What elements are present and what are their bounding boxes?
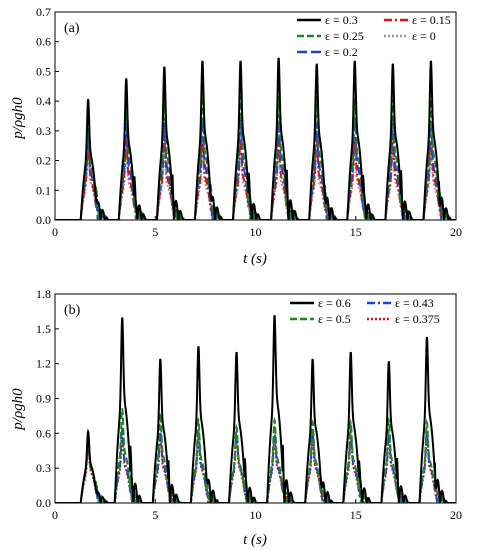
y-tick-label: 0.3 — [36, 461, 51, 475]
series-line — [55, 95, 456, 220]
y-tick-label: 0.3 — [36, 124, 51, 138]
legend-label: ε = 0.43 — [395, 296, 434, 310]
y-tick-label: 0.0 — [36, 213, 51, 227]
y-axis-label-b: p/ρgh0 — [10, 388, 26, 431]
x-tick-label: 10 — [250, 225, 262, 239]
series-line — [55, 315, 456, 503]
x-tick-label: 20 — [450, 225, 462, 239]
y-tick-label: 1.2 — [36, 357, 51, 371]
legend-label: ε = 0.6 — [318, 296, 351, 310]
y-tick-label: 1.5 — [36, 322, 51, 336]
legend-label: ε = 0.3 — [325, 13, 358, 27]
y-tick-label: 0.7 — [36, 5, 51, 19]
chart-panel-a: (a) t (s) p/ρgh0 0 5 10 15 20 0.0 0.1 0.2 0.3 0.4… — [10, 5, 462, 267]
chart-panel-b: (b) t (s) p/ρgh0 0 5 10 15 20 0.0 0.3 0.6 0.9 1.2… — [10, 287, 462, 548]
x-tick-label: 0 — [52, 225, 58, 239]
x-tick-label: 15 — [350, 508, 362, 522]
legend-label: ε = 0.15 — [412, 13, 451, 27]
series-line — [55, 426, 456, 503]
x-tick-label: 0 — [52, 508, 58, 522]
y-tick-label: 1.8 — [36, 287, 51, 301]
series-line — [55, 57, 456, 220]
legend-label: ε = 0.25 — [325, 29, 364, 43]
x-tick-label: 5 — [152, 508, 158, 522]
y-axis-label-a: p/ρgh0 — [10, 97, 26, 140]
y-tick-label: 0.1 — [36, 183, 51, 197]
x-axis-label-a: t (s) — [243, 251, 267, 267]
x-tick-label: 10 — [250, 508, 262, 522]
plot-frame — [54, 11, 457, 221]
y-tick-label: 0.0 — [36, 496, 51, 510]
x-tick-label: 15 — [350, 225, 362, 239]
legend-label: ε = 0.5 — [318, 312, 351, 326]
series-line — [55, 408, 456, 503]
y-tick-label: 0.6 — [36, 35, 51, 49]
y-tick-label: 0.6 — [36, 426, 51, 440]
x-axis-label-b: t (s) — [243, 532, 267, 548]
y-tick-label: 0.9 — [36, 392, 51, 406]
y-tick-label: 0.2 — [36, 154, 51, 168]
legend-label: ε = 0 — [412, 29, 436, 43]
legend-label: ε = 0.2 — [325, 45, 358, 59]
y-tick-label: 0.5 — [36, 64, 51, 78]
x-tick-label: 5 — [152, 225, 158, 239]
legend-label: ε = 0.375 — [395, 312, 440, 326]
x-tick-label: 20 — [450, 508, 462, 522]
y-tick-label: 0.4 — [36, 94, 51, 108]
panel-label-a: (a) — [64, 21, 80, 36]
panel-label-b: (b) — [64, 303, 81, 318]
